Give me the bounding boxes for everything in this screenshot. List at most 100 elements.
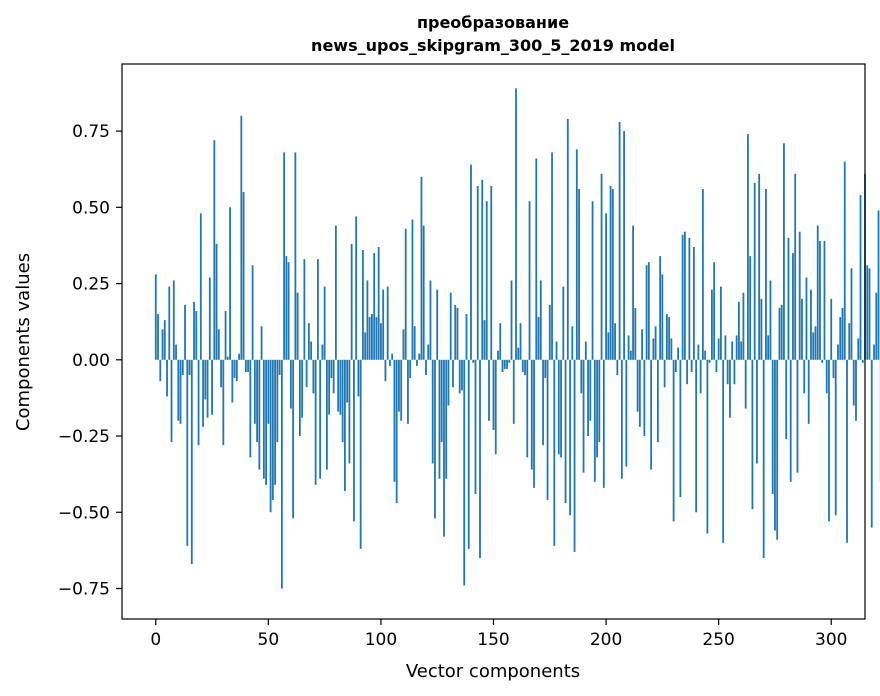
bar-265 [751, 359, 754, 510]
bar-20 [199, 213, 202, 360]
bar-319 [873, 344, 875, 360]
bar-201 [607, 332, 610, 360]
bar-306 [843, 161, 846, 360]
y-tick-label: −0.50 [58, 503, 110, 523]
bar-202 [609, 185, 612, 360]
bar-97 [373, 253, 376, 360]
bar-53 [274, 359, 276, 485]
bar-88 [353, 359, 355, 522]
bar-272 [767, 335, 770, 360]
bar-172 [542, 359, 544, 446]
y-tick-label: 0.75 [72, 122, 110, 142]
bar-228 [668, 317, 671, 360]
bar-287 [801, 298, 803, 360]
bar-186 [573, 359, 576, 552]
bar-61 [292, 359, 295, 519]
bar-32 [226, 356, 229, 360]
bar-42 [249, 359, 252, 458]
bar-144 [479, 359, 481, 559]
bar-152 [497, 350, 499, 360]
bar-125 [436, 289, 439, 360]
bar-224 [659, 256, 662, 360]
bar-256 [731, 341, 734, 360]
bar-18 [195, 311, 198, 360]
bars-group [154, 88, 880, 589]
bar-223 [656, 359, 659, 443]
bar-66 [303, 259, 306, 360]
bar-216 [641, 329, 643, 360]
bar-44 [253, 359, 256, 424]
bar-246 [708, 359, 711, 363]
bar-130 [447, 359, 450, 406]
bar-47 [260, 326, 263, 360]
bar-209 [625, 359, 628, 467]
bar-295 [819, 240, 821, 360]
bar-168 [533, 359, 535, 488]
bar-268 [758, 173, 761, 360]
x-tick-label: 100 [365, 630, 397, 650]
bar-115 [413, 326, 416, 360]
bar-273 [769, 280, 772, 360]
bar-278 [780, 304, 783, 360]
bar-79 [332, 359, 335, 394]
bar-220 [650, 359, 653, 470]
bar-299 [828, 359, 830, 522]
bar-105 [391, 353, 394, 360]
bar-83 [341, 359, 344, 443]
bar-35 [233, 359, 236, 379]
chart-title-line2: news_upos_skipgram_300_5_2019 model [311, 36, 675, 55]
bar-91 [359, 359, 362, 549]
bar-263 [747, 134, 749, 360]
bar-241 [697, 344, 700, 360]
bar-257 [733, 359, 736, 385]
bar-25 [211, 359, 213, 415]
y-tick-label: 0.50 [72, 198, 110, 218]
bar-296 [821, 359, 824, 363]
bar-231 [674, 359, 677, 372]
bar-286 [798, 231, 801, 360]
bar-251 [720, 286, 722, 360]
bar-317 [868, 268, 871, 360]
bar-274 [771, 359, 774, 494]
bar-254 [726, 359, 729, 385]
bar-104 [389, 359, 391, 366]
bar-48 [262, 359, 265, 479]
bar-24 [208, 277, 211, 360]
bar-180 [560, 359, 562, 458]
bar-163 [521, 359, 524, 372]
bar-60 [289, 359, 292, 409]
bar-72 [316, 259, 319, 360]
bar-240 [695, 359, 698, 513]
bar-63 [296, 292, 299, 360]
bar-165 [526, 359, 529, 458]
bar-8 [172, 280, 175, 360]
bar-291 [810, 289, 812, 360]
bar-279 [783, 143, 785, 360]
bar-178 [555, 341, 558, 360]
bar-108 [398, 359, 400, 412]
bar-258 [735, 335, 738, 360]
bar-288 [803, 359, 806, 394]
bar-229 [670, 338, 673, 360]
bar-245 [706, 359, 709, 534]
bar-89 [355, 216, 358, 360]
bar-270 [762, 359, 765, 559]
bar-211 [629, 350, 632, 360]
bar-34 [231, 359, 234, 403]
bar-59 [287, 262, 290, 360]
bar-132 [452, 359, 454, 388]
bar-50 [267, 359, 270, 424]
bar-80 [334, 225, 337, 360]
bar-69 [310, 341, 313, 360]
bar-5 [166, 359, 168, 397]
bar-107 [395, 359, 398, 504]
bar-212 [632, 225, 634, 360]
bar-114 [411, 219, 414, 360]
bar-49 [265, 359, 267, 485]
bar-285 [796, 359, 799, 473]
x-tick-label: 300 [815, 630, 847, 650]
bar-136 [461, 359, 463, 391]
bar-238 [690, 359, 693, 372]
bar-148 [488, 359, 490, 421]
